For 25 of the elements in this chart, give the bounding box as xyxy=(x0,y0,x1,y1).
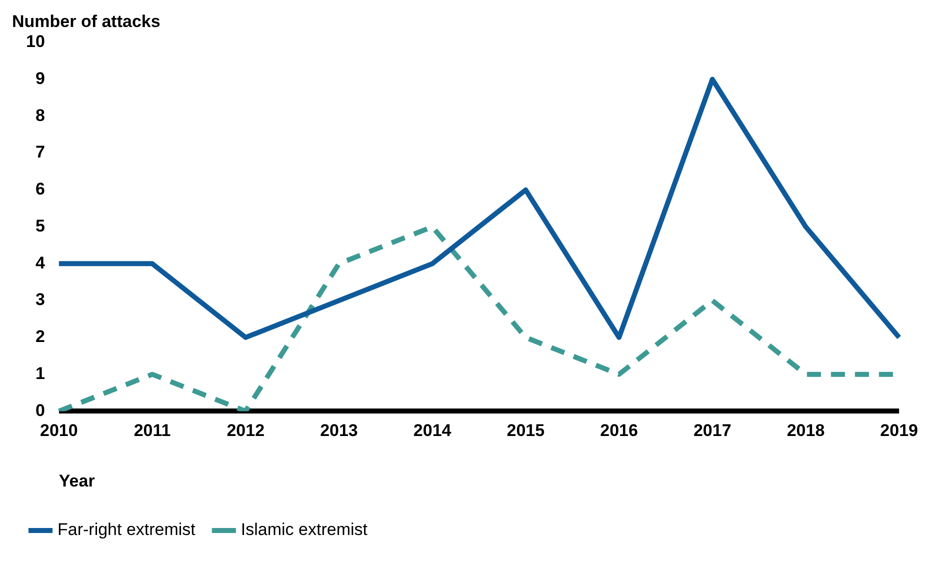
x-tick-label: 2018 xyxy=(786,421,825,440)
y-tick-label: 0 xyxy=(35,400,45,420)
x-tick-label: 2013 xyxy=(320,421,358,440)
x-tick-label: 2012 xyxy=(226,421,265,440)
y-tick-label: 9 xyxy=(35,68,45,88)
y-axis-title: Number of attacks xyxy=(12,12,160,31)
y-tick-label: 7 xyxy=(35,142,45,162)
y-tick-label: 5 xyxy=(35,216,45,236)
x-tick-label: 2017 xyxy=(693,421,732,440)
x-tick-label: 2014 xyxy=(413,421,452,440)
x-tick-label: 2016 xyxy=(600,421,638,440)
y-tick-label: 6 xyxy=(35,180,45,199)
y-tick-label: 8 xyxy=(35,106,45,125)
x-tick-label: 2011 xyxy=(134,421,171,440)
x-tick-label: 2019 xyxy=(880,421,918,440)
y-tick-label: 10 xyxy=(26,32,45,52)
legend-label: Far-right extremist xyxy=(58,520,196,540)
x-tick-label: 2010 xyxy=(40,421,78,440)
y-tick-label: 3 xyxy=(35,290,45,310)
y-tick-label: 2 xyxy=(35,327,45,346)
y-tick-label: 1 xyxy=(35,364,45,384)
legend-label: Islamic extremist xyxy=(240,520,368,540)
y-tick-label: 4 xyxy=(35,253,46,272)
x-tick-label: 2015 xyxy=(506,421,545,440)
x-axis-title: Year xyxy=(58,471,96,490)
